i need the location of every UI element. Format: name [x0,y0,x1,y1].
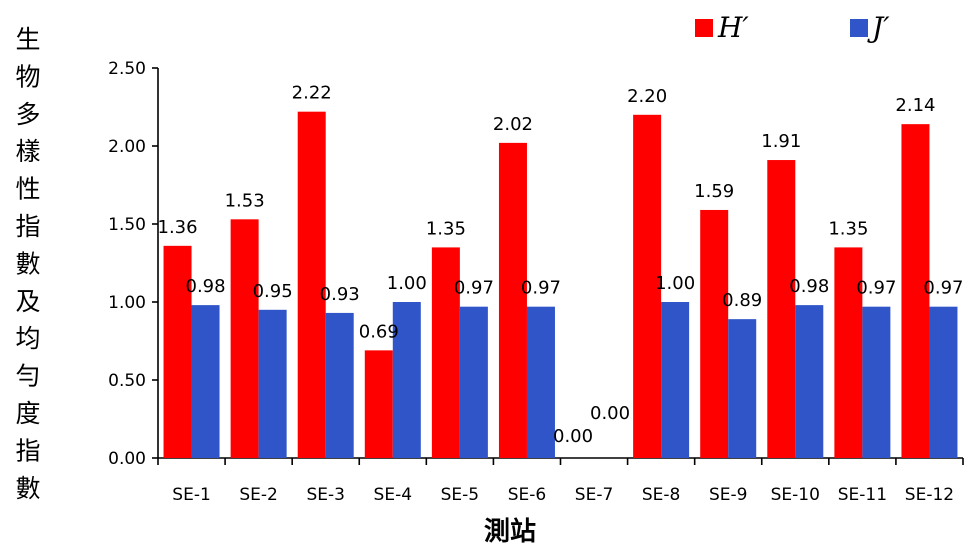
bar-j [728,319,757,458]
x-tick-label: SE-5 [441,485,479,505]
legend-label-h: H′ [717,11,749,44]
data-label-j: 0.97 [454,278,494,299]
bar-h [767,160,796,459]
x-tick-label: SE-9 [709,485,747,505]
y-axis-title-char: 指 [15,212,40,241]
legend-swatch-h [695,19,713,37]
bar-h [163,245,192,458]
bar-j [862,306,891,458]
data-labels: 1.36 0.98 1.53 0.95 2.22 0.93 0.69 1.00 1.35 0.97… [158,83,964,447]
data-label-j: 1.00 [655,273,695,294]
data-label-h: 0.69 [359,321,399,342]
bar-j [325,312,354,458]
bar-j [459,306,488,458]
bar-j [258,309,287,458]
data-label-j: 0.93 [320,284,360,305]
data-label-j: 0.97 [856,278,896,299]
data-label-j: 0.97 [923,278,963,299]
data-label-h: 1.35 [828,218,868,239]
data-label-j: 0.97 [521,278,561,299]
data-label-h: 1.91 [761,131,801,152]
y-axis-title-char: 指 [15,436,40,465]
x-tick-label: SE-10 [771,485,820,505]
y-tick-label: 2.00 [108,137,146,157]
data-label-j: 0.98 [789,276,829,297]
y-axis-title-char: 度 [15,399,40,428]
y-axis-title-char: 數 [15,249,40,278]
y-tick-label: 1.50 [108,215,146,235]
x-tick-label: SE-8 [642,485,680,505]
y-axis-ticks: 0.00 0.50 1.00 1.50 2.00 2.50 [108,59,158,469]
y-tick-label: 0.50 [108,371,146,391]
bar-h [230,219,259,458]
y-axis-title-char: 樣 [15,137,40,166]
bar-j [191,305,220,458]
bar-h [700,209,729,458]
x-axis-title: 測站 [484,517,536,547]
data-label-j: 1.00 [387,273,427,294]
y-axis-title-char: 物 [15,62,40,91]
data-label-j: 0.95 [253,281,293,302]
bar-h [498,142,527,458]
data-label-h: 0.00 [553,426,593,447]
x-tick-label: SE-11 [838,485,887,505]
x-tick-label: SE-7 [575,485,613,505]
y-axis-title-char: 多 [15,100,40,129]
y-axis-title-char: 性 [15,175,40,204]
y-axis-title-char: 生 [15,25,40,54]
x-tick-label: SE-3 [306,485,344,505]
data-label-j: 0.98 [186,276,226,297]
bar-j [526,306,555,458]
legend: H′ J′ [695,11,890,44]
y-tick-label: 1.00 [108,293,146,313]
x-axis-ticks: SE-1 SE-2 SE-3 SE-4 SE-5 SE-6 SE-7 SE-8 SE-9 SE-1… [157,458,964,505]
bar-j [929,306,958,458]
y-axis-title-char: 及 [15,287,40,316]
y-tick-label: 2.50 [108,59,146,79]
bar-h [364,350,393,458]
bars [163,111,958,459]
y-axis-title-char: 勻 [15,362,40,391]
data-label-h: 1.59 [694,181,734,202]
data-label-j: 0.00 [590,403,630,424]
data-label-h: 1.36 [158,217,198,238]
x-tick-label: SE-12 [905,485,954,505]
data-label-h: 1.53 [225,190,265,211]
bar-j [392,302,421,458]
bar-h [431,247,460,458]
bar-h [633,114,662,459]
bar-j [661,302,690,458]
bar-h [834,247,863,458]
bar-j [795,305,824,458]
y-axis-title-char: 數 [15,474,40,503]
legend-label-j: J′ [867,11,890,44]
data-label-j: 0.89 [722,290,762,311]
bar-h [297,111,326,459]
data-label-h: 2.20 [627,86,667,107]
bar-h [901,124,930,458]
data-label-h: 2.14 [895,95,935,116]
y-tick-label: 0.00 [108,449,146,469]
data-label-h: 2.22 [292,83,332,104]
data-label-h: 1.35 [426,218,466,239]
x-tick-label: SE-2 [239,485,277,505]
data-label-h: 2.02 [493,114,533,135]
legend-swatch-j [850,19,868,37]
x-tick-label: SE-6 [508,485,546,505]
x-tick-label: SE-4 [374,485,412,505]
x-tick-label: SE-1 [172,485,210,505]
y-axis-title-char: 均 [15,324,40,353]
